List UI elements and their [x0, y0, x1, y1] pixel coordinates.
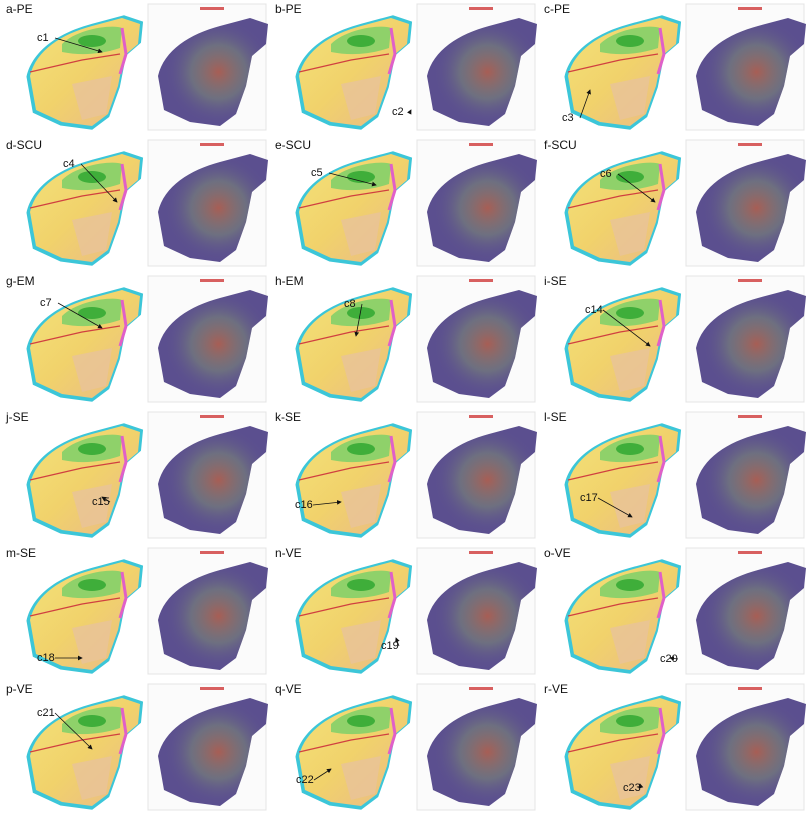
green-core [616, 35, 644, 47]
green-core [616, 171, 644, 183]
colorbar [469, 687, 493, 690]
callout-label: c18 [37, 652, 55, 664]
panel-label: l-SE [544, 410, 567, 424]
panel: q-VE c22 [275, 682, 537, 810]
callout-label: c19 [381, 640, 399, 652]
callout-label: c22 [296, 774, 314, 786]
panel-label: n-VE [275, 546, 302, 560]
green-core [347, 579, 375, 591]
panel: c-PE c3 [544, 2, 806, 130]
colorbar [738, 279, 762, 282]
panel: j-SE c15 [5, 410, 268, 538]
callout-label: c8 [344, 298, 356, 310]
panel-label: k-SE [275, 410, 301, 424]
callout-label: c21 [37, 707, 55, 719]
callout-label: c5 [311, 167, 323, 179]
green-core [347, 443, 375, 455]
colorbar [469, 551, 493, 554]
panel: e-SCU c5 [275, 138, 537, 266]
panel-label: o-VE [544, 546, 571, 560]
panel-label: q-VE [275, 682, 302, 696]
panel-label: a-PE [6, 2, 33, 16]
panel: a-PE c1 [6, 2, 268, 130]
colorbar [200, 687, 224, 690]
panel-label: e-SCU [275, 138, 311, 152]
panel-label: g-EM [6, 274, 35, 288]
colorbar [469, 7, 493, 10]
colorbar [200, 143, 224, 146]
colorbar [469, 143, 493, 146]
green-core [78, 171, 106, 183]
colorbar [738, 143, 762, 146]
colorbar [738, 551, 762, 554]
callout-label: c6 [600, 168, 612, 180]
panel: b-PE c2 [275, 2, 537, 130]
panel-label: j-SE [5, 410, 29, 424]
panel: h-EM c8 [275, 274, 537, 402]
panel-label: m-SE [6, 546, 36, 560]
region-map [295, 559, 412, 673]
panel-label: d-SCU [6, 138, 42, 152]
region-map [26, 423, 143, 537]
region-map [564, 287, 681, 401]
green-core [78, 443, 106, 455]
callout-label: c17 [580, 492, 598, 504]
callout-label: c1 [37, 32, 49, 44]
callout-label: c15 [92, 496, 110, 508]
green-core [347, 715, 375, 727]
panel-label: f-SCU [544, 138, 577, 152]
panel: n-VE c19 [275, 546, 537, 674]
figure: a-PE c1 b-PE c2 c-PE c3 d-SCU c4 e-SCU c5 f-SCU c6 g… [0, 0, 806, 816]
callout-label: c2 [392, 106, 404, 118]
callout-label: c23 [623, 782, 641, 794]
callout-label: c14 [585, 304, 603, 316]
callout-label: c4 [63, 158, 75, 170]
panel-label: h-EM [275, 274, 304, 288]
callout-label: c16 [295, 499, 313, 511]
colorbar [738, 7, 762, 10]
green-core [616, 307, 644, 319]
colorbar [200, 7, 224, 10]
region-map [564, 423, 681, 537]
panel: l-SE c17 [544, 410, 806, 538]
panel: o-VE c20 [544, 546, 806, 674]
green-core [347, 35, 375, 47]
colorbar [738, 415, 762, 418]
colorbar [200, 551, 224, 554]
panel-label: b-PE [275, 2, 302, 16]
green-core [78, 579, 106, 591]
colorbar [469, 279, 493, 282]
panel-label: c-PE [544, 2, 570, 16]
panel: g-EM c7 [6, 274, 268, 402]
region-map [564, 151, 681, 265]
green-core [616, 443, 644, 455]
colorbar [200, 279, 224, 282]
panel-label: r-VE [544, 682, 568, 696]
colorbar [200, 415, 224, 418]
region-map [295, 695, 412, 809]
region-map [295, 423, 412, 537]
green-core [616, 715, 644, 727]
callout-arrow [410, 110, 411, 112]
green-core [616, 579, 644, 591]
panel: f-SCU c6 [544, 138, 806, 266]
callout-label: c3 [562, 112, 574, 124]
colorbar [469, 415, 493, 418]
green-core [78, 715, 106, 727]
green-core [78, 35, 106, 47]
callout-label: c7 [40, 297, 52, 309]
panel: p-VE c21 [6, 682, 268, 810]
panel: k-SE c16 [275, 410, 537, 538]
panel: i-SE c14 [544, 274, 806, 402]
panel-label: p-VE [6, 682, 33, 696]
callout-label: c20 [660, 653, 678, 665]
colorbar [738, 687, 762, 690]
panel-label: i-SE [544, 274, 567, 288]
panel: m-SE c18 [6, 546, 268, 674]
panel: d-SCU c4 [6, 138, 268, 266]
panel: r-VE c23 [544, 682, 806, 810]
